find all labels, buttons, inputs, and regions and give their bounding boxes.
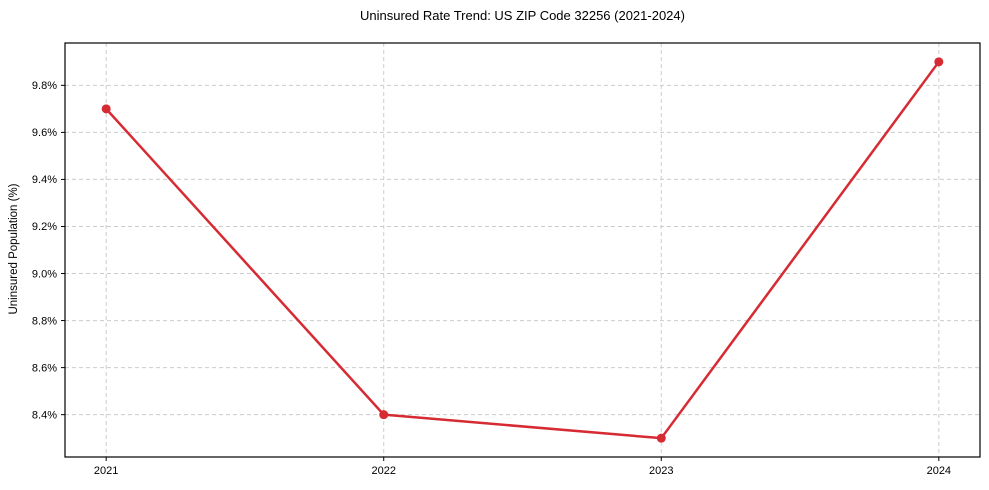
y-tick-label: 9.4% (32, 174, 57, 186)
y-tick-label: 9.8% (32, 80, 57, 92)
y-tick-label: 9.6% (32, 127, 57, 139)
data-point (656, 433, 666, 443)
data-point (101, 104, 111, 114)
y-tick-label: 8.4% (32, 409, 57, 421)
x-tick-label: 2021 (94, 465, 118, 477)
data-point (934, 57, 944, 67)
chart-title: Uninsured Rate Trend: US ZIP Code 32256 … (360, 8, 685, 23)
plot-background (65, 43, 980, 457)
trend-line (104, 60, 941, 440)
x-tick-label: 2022 (371, 465, 395, 477)
y-tick-label: 9.0% (32, 268, 57, 280)
x-tick-label: 2023 (649, 465, 673, 477)
data-point (379, 410, 389, 420)
y-tick-label: 9.2% (32, 221, 57, 233)
x-tick-label: 2024 (927, 465, 951, 477)
axes-box (64, 42, 981, 458)
y-tick-label: 8.8% (32, 315, 57, 327)
y-tick-label: 8.6% (32, 362, 57, 374)
